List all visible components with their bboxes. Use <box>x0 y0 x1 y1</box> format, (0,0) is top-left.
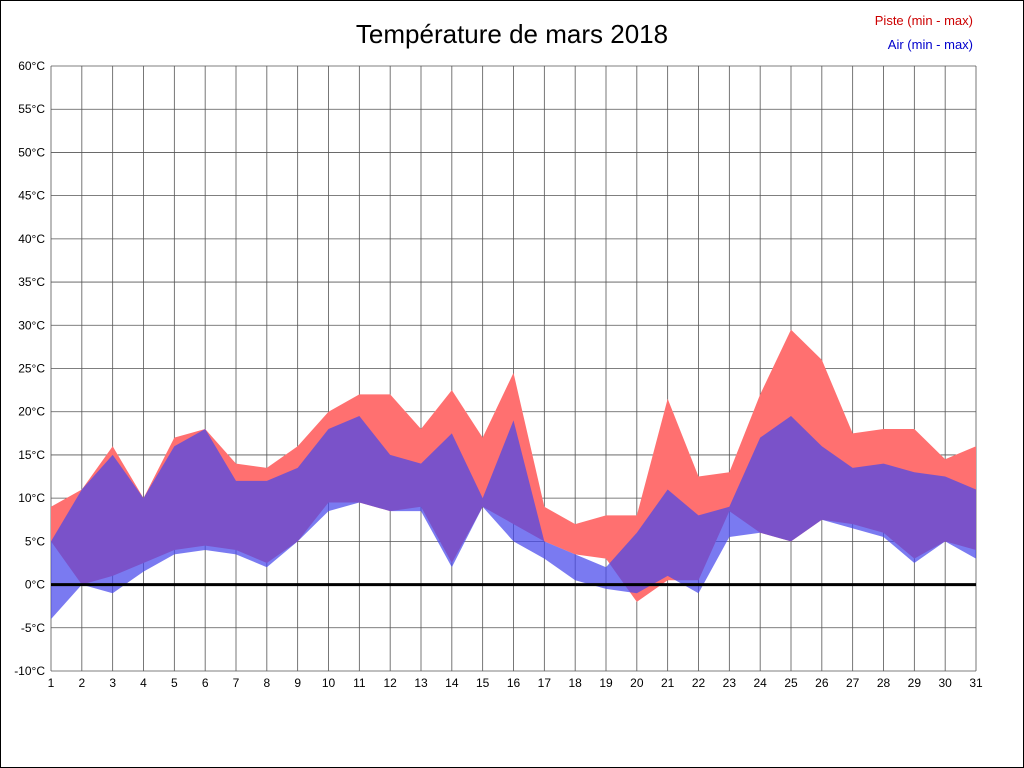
svg-text:15°C: 15°C <box>18 448 45 462</box>
svg-text:13: 13 <box>414 676 428 690</box>
svg-text:3: 3 <box>109 676 116 690</box>
svg-text:18: 18 <box>568 676 582 690</box>
svg-text:-5°C: -5°C <box>21 621 45 635</box>
svg-text:29: 29 <box>908 676 922 690</box>
svg-text:50°C: 50°C <box>18 145 45 159</box>
air-band <box>51 416 976 620</box>
svg-text:5°C: 5°C <box>25 534 45 548</box>
svg-text:30: 30 <box>938 676 952 690</box>
svg-text:2: 2 <box>78 676 85 690</box>
svg-text:22: 22 <box>692 676 706 690</box>
svg-text:27: 27 <box>846 676 860 690</box>
svg-text:9: 9 <box>294 676 301 690</box>
svg-text:24: 24 <box>753 676 767 690</box>
svg-text:20°C: 20°C <box>18 405 45 419</box>
svg-text:15: 15 <box>476 676 490 690</box>
svg-text:19: 19 <box>599 676 613 690</box>
svg-text:10°C: 10°C <box>18 491 45 505</box>
svg-text:11: 11 <box>353 676 366 690</box>
svg-text:23: 23 <box>723 676 737 690</box>
x-axis-labels: 1 2 3 4 5 6 7 8 9 10 11 12 13 14 15 16 17 18 19 20 21 22 23 24 2… <box>48 676 983 690</box>
svg-text:21: 21 <box>661 676 675 690</box>
grid-lines <box>50 65 977 672</box>
svg-text:-10°C: -10°C <box>14 664 45 678</box>
svg-text:30°C: 30°C <box>18 318 45 332</box>
svg-text:6: 6 <box>202 676 209 690</box>
svg-text:60°C: 60°C <box>18 59 45 73</box>
svg-text:40°C: 40°C <box>18 232 45 246</box>
svg-text:5: 5 <box>171 676 178 690</box>
svg-text:17: 17 <box>538 676 552 690</box>
svg-text:35°C: 35°C <box>18 275 45 289</box>
svg-text:16: 16 <box>507 676 521 690</box>
svg-text:8: 8 <box>263 676 270 690</box>
svg-text:1: 1 <box>48 676 55 690</box>
svg-text:12: 12 <box>383 676 397 690</box>
y-axis-labels: -10°C -5°C 0°C 5°C 10°C 15°C 20°C 25°C 30°C 35°C 4… <box>14 59 45 678</box>
chart-title: Température de mars 2018 <box>355 19 669 49</box>
svg-text:55°C: 55°C <box>18 102 45 116</box>
svg-text:25°C: 25°C <box>18 362 45 376</box>
svg-text:0°C: 0°C <box>25 578 45 592</box>
svg-text:45°C: 45°C <box>18 189 45 203</box>
svg-text:14: 14 <box>445 676 459 690</box>
svg-text:4: 4 <box>140 676 147 690</box>
svg-text:31: 31 <box>969 676 983 690</box>
svg-text:7: 7 <box>233 676 240 690</box>
svg-text:10: 10 <box>322 676 336 690</box>
legend-piste: Piste (min - max) <box>874 13 973 28</box>
chart-legend: Piste (min - max) Air (min - max) <box>875 9 973 57</box>
svg-text:20: 20 <box>630 676 644 690</box>
svg-text:25: 25 <box>784 676 798 690</box>
svg-text:28: 28 <box>877 676 891 690</box>
legend-air: Air (min - max) <box>887 37 973 53</box>
svg-text:26: 26 <box>815 676 829 690</box>
